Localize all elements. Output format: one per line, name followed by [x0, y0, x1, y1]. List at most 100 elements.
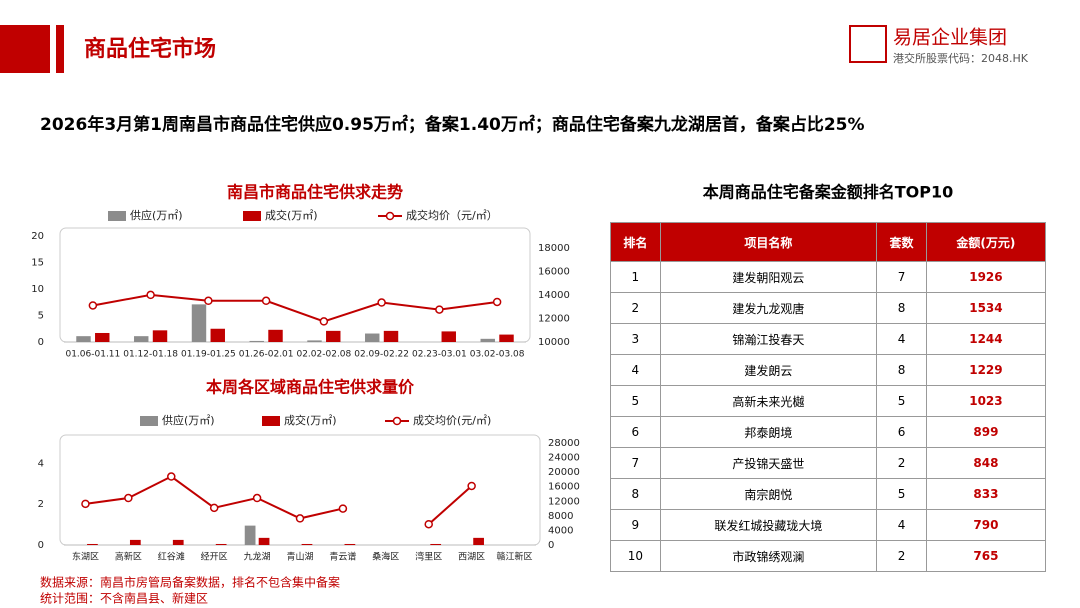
table-cell: 锦瀚江投春天 [659, 323, 878, 355]
y2-tick-label: 20000 [548, 467, 580, 478]
bar [258, 537, 270, 545]
column-header: 项目名称 [659, 222, 878, 262]
price-marker [204, 296, 213, 306]
y-tick-label: 5 [38, 311, 44, 322]
legend-swatch [108, 211, 126, 221]
legend-swatch [262, 416, 280, 426]
table-cell: 南宗朗悦 [659, 478, 878, 510]
table-cell: 高新未来光樾 [659, 385, 878, 417]
table-row: 3 锦瀚江投春天 4 1244 [610, 323, 1047, 355]
table-row: 6 邦泰朗境 6 899 [610, 416, 1047, 448]
column-header: 排名 [610, 222, 661, 262]
bar [87, 543, 98, 545]
price-marker [319, 317, 329, 326]
bar [365, 333, 380, 342]
table-cell: 5 [876, 385, 927, 417]
legend-label: 成交(万㎡) [284, 413, 337, 427]
x-tick-label: 湾里区 [415, 551, 442, 563]
y2-tick-label: 12000 [538, 313, 570, 324]
x-tick-label: 红谷滩 [158, 551, 185, 563]
bar [191, 304, 207, 342]
price-marker [338, 504, 348, 513]
bar [95, 332, 110, 342]
y2-tick-label: 16000 [548, 482, 580, 493]
table-cell: 市政锦绣观澜 [659, 540, 878, 572]
price-marker [81, 499, 90, 509]
bar [473, 537, 484, 545]
x-tick-label: 赣江新区 [497, 551, 533, 563]
table-cell: 8 [610, 478, 661, 510]
price-marker [124, 493, 133, 503]
x-tick-label: 经开区 [201, 551, 228, 563]
footnote: 统计范围：不含南昌县、新建区 [40, 591, 208, 606]
x-tick-label: 02.23-03.01 [412, 350, 467, 360]
table-cell: 产投锦天盛世 [659, 447, 878, 479]
legend-marker [392, 416, 402, 426]
table-row: 8 南宗朗悦 5 833 [610, 478, 1047, 510]
table-cell: 765 [925, 540, 1047, 572]
y2-tick-label: 28000 [548, 438, 580, 449]
bar [430, 543, 442, 545]
table-cell: 8 [876, 354, 927, 386]
x-tick-label: 九龙湖 [244, 551, 271, 563]
price-marker [467, 481, 476, 491]
x-tick-label: 青云谱 [329, 551, 356, 563]
price-marker [252, 493, 262, 503]
chart-title: 南昌市商品住宅供求走势 [227, 183, 403, 202]
bar [76, 336, 91, 342]
price-marker [146, 290, 155, 300]
stock-code: 港交所股票代码：2048.HK [893, 51, 1029, 65]
bar [326, 330, 341, 342]
x-tick-label: 青山湖 [286, 551, 313, 563]
ranking-table: 排名 项目名称 套数 金额(万元) 1 建发朝阳观云 7 1926 2 建发九龙观唐 8 1534 3 锦… [610, 222, 1047, 572]
table-cell: 联发红城投藏珑大境 [659, 509, 878, 541]
table-cell: 邦泰朗境 [659, 416, 878, 448]
legend-swatch [140, 416, 158, 426]
bar [441, 331, 456, 342]
legend-label: 成交均价（元/㎡） [406, 208, 498, 222]
table-row: 1 建发朝阳观云 7 1926 [610, 261, 1047, 293]
header-bar [0, 25, 50, 73]
table-row: 5 高新未来光樾 5 1023 [610, 385, 1047, 417]
bar [152, 330, 168, 342]
y2-tick-label: 4000 [548, 525, 573, 536]
y-tick-label: 15 [31, 258, 44, 269]
y-tick-label: 2 [38, 499, 44, 510]
y2-tick-label: 10000 [538, 337, 570, 348]
bar [499, 334, 514, 342]
x-tick-label: 01.06-01.11 [65, 350, 120, 360]
x-tick-label: 东湖区 [72, 551, 99, 563]
price-marker [167, 472, 176, 481]
price-marker [88, 301, 98, 310]
legend-label: 供应(万㎡) [162, 413, 215, 427]
headline: 2026年3月第1周南昌市商品住宅供应0.95万㎡；备案1.40万㎡；商品住宅备… [40, 114, 865, 135]
bar [307, 340, 322, 342]
footnote: 数据来源：南昌市房管局备案数据，排名不包含集中备案 [40, 575, 340, 590]
logo [849, 25, 887, 63]
price-marker [261, 296, 271, 306]
page-title: 商品住宅市场 [84, 36, 216, 62]
x-tick-label: 02.09-02.22 [354, 350, 409, 360]
bar [215, 543, 227, 545]
legend-label: 成交(万㎡) [265, 208, 318, 222]
table-cell: 建发朝阳观云 [659, 261, 878, 293]
x-tick-label: 西湖区 [458, 552, 485, 563]
bar [344, 543, 356, 545]
y-tick-label: 0 [38, 337, 44, 348]
bar [383, 330, 399, 342]
y2-tick-label: 8000 [548, 511, 573, 522]
table-cell: 4 [876, 323, 927, 355]
table-row: 4 建发朗云 8 1229 [610, 354, 1047, 386]
y2-tick-label: 24000 [548, 453, 580, 464]
x-tick-label: 高新区 [115, 551, 142, 563]
y-tick-label: 10 [31, 284, 44, 295]
y2-tick-label: 14000 [538, 290, 570, 301]
table-cell: 4 [876, 509, 927, 541]
legend-label: 供应(万㎡) [130, 208, 183, 222]
bar [244, 525, 256, 545]
table-row: 7 产投锦天盛世 2 848 [610, 447, 1047, 479]
table-title: 本周商品住宅备案金额排名TOP10 [703, 183, 954, 202]
table-cell: 3 [610, 323, 661, 355]
